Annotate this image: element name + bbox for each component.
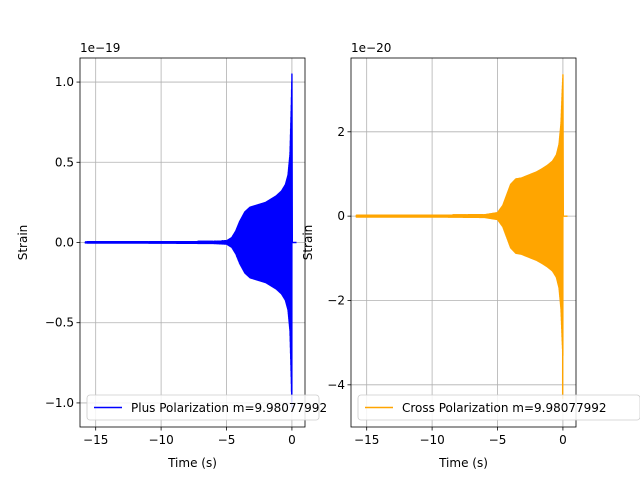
x-tick-label: −15 [83, 433, 108, 447]
x-axis-label: Time (s) [167, 456, 217, 470]
x-tick-label: 0 [288, 433, 296, 447]
y-tick-label: 1.0 [55, 75, 74, 89]
offset-label: 1e−20 [351, 41, 391, 55]
axes-frame [350, 57, 577, 428]
y-tick-label: −1.0 [45, 396, 74, 410]
legend-label: Cross Polarization m=9.98077992 [402, 401, 607, 415]
y-tick-label: −2 [327, 293, 345, 307]
x-tick-label: −10 [148, 433, 173, 447]
x-tick-label: −5 [218, 433, 236, 447]
y-axis-label: Strain [301, 225, 315, 261]
series-line-1 [355, 74, 568, 399]
x-tick-label: 0 [559, 433, 567, 447]
legend: Cross Polarization m=9.98077992 [357, 394, 640, 421]
series-line-1 [84, 73, 297, 408]
legend-box [86, 394, 320, 421]
chart-1: −15 −10 −5 0 −1.0 −0.5 0.0 0.5 1.0 1e−19 Time (s) S… [16, 41, 327, 470]
y-tick-label: 0.5 [55, 155, 74, 169]
x-axis-label: Time (s) [438, 456, 488, 470]
offset-label: 1e−19 [80, 41, 120, 55]
y-tick-label: −0.5 [45, 316, 74, 330]
legend-label: Plus Polarization m=9.98077992 [131, 401, 327, 415]
legend: Plus Polarization m=9.98077992 [86, 394, 327, 421]
x-tick-label: −10 [419, 433, 444, 447]
legend-box [357, 394, 640, 421]
chart-2: −15 −10 −5 0 −4 −2 0 2 1e−20 Time (s) Strain Cross … [301, 41, 640, 470]
y-tick-label: 0 [337, 209, 345, 223]
y-tick-label: 0.0 [55, 236, 74, 250]
y-tick-label: 2 [337, 125, 345, 139]
y-axis-label: Strain [16, 225, 30, 261]
y-tick-label: −4 [327, 378, 345, 392]
x-tick-label: −5 [489, 433, 507, 447]
x-tick-label: −15 [354, 433, 379, 447]
